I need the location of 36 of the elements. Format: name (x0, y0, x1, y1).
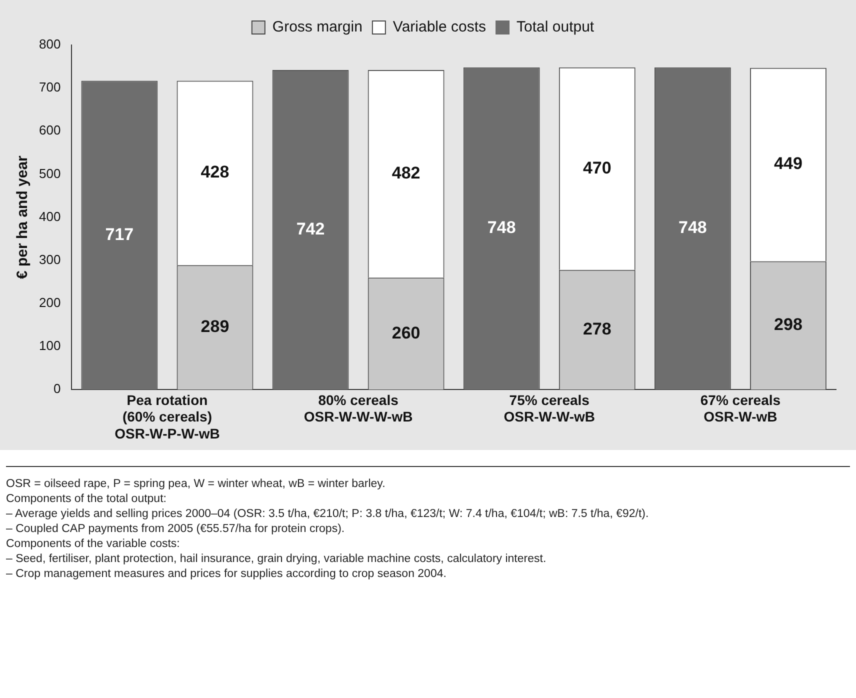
text: – Coupled CAP payments from 2005 (€55.57/ha for protein crops). (6, 523, 346, 535)
legend-label: Total output (516, 18, 595, 36)
data-label: 742 (296, 219, 325, 238)
y-tick-label: 200 (38, 295, 61, 310)
data-label: 717 (105, 224, 134, 244)
y-tick-label: 700 (38, 80, 61, 95)
x-tick-label: 80% cereals OSR-W-W-W-wB (304, 392, 413, 425)
text: Components of the total output: (6, 493, 168, 505)
x-tick-label: 67% cereals OSR-W-wB (700, 392, 781, 425)
legend-label: Gross margin (272, 18, 362, 36)
x-tick-label: 75% cereals OSR-W-W-wB (504, 392, 595, 425)
text: Components of the variable costs: (6, 538, 181, 550)
x-tick-label: Pea rotation (60% cereals) OSR-W-P-W-wB (114, 392, 220, 442)
data-label: 482 (392, 163, 420, 182)
data-label: 748 (678, 218, 707, 238)
data-label: 428 (200, 162, 230, 182)
legend-label: Variable costs (392, 18, 486, 36)
data-label: 298 (774, 315, 802, 334)
y-tick-label: 800 (38, 36, 61, 52)
y-tick-label: 600 (38, 122, 61, 138)
y-axis-title: € per ha and year (14, 155, 32, 280)
data-label: 470 (582, 158, 612, 178)
data-label: 748 (487, 218, 516, 238)
y-tick-label: 100 (38, 338, 61, 354)
text: – Seed, fertiliser, plant protection, hail insurance, grain drying, variable machine costs, calculatory interest. (6, 553, 548, 565)
text: – Crop management measures and prices for supplies according to crop season 2004. (6, 568, 448, 580)
data-label: 260 (392, 323, 420, 342)
text: – Average yields and selling prices 2000–04 (OSR: 3.5 t/ha, €210/t; P: 3.8 t/ha, €123/t; W: 7.4 t/ha, €104/t; wB: 7.5 t/ha, €92/t). (6, 508, 650, 520)
text: OSR = oilseed rape, P = spring pea, W = winter wheat, wB = winter barley. (6, 478, 386, 490)
data-label: 278 (582, 319, 612, 338)
y-tick-label: 300 (38, 252, 61, 267)
y-tick-label: 0 (53, 381, 61, 396)
data-label: 449 (774, 154, 802, 174)
y-tick-label: 400 (38, 208, 61, 224)
y-tick-label: 500 (38, 166, 61, 181)
data-label: 289 (200, 317, 230, 336)
